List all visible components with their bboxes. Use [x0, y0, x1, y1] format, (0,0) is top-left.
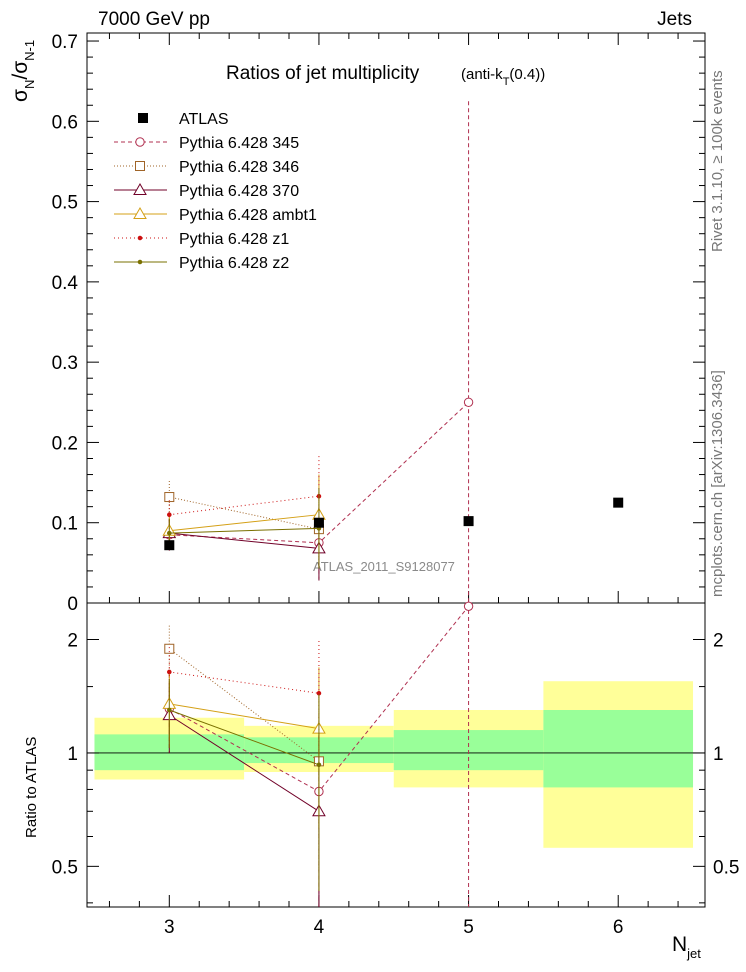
legend-marker	[133, 182, 147, 195]
atlas-data-point	[313, 517, 324, 528]
ratio-data-point	[316, 762, 322, 768]
series-pythia-6-428-370	[162, 516, 326, 581]
series-line	[169, 495, 319, 516]
plot-title-note-sub: T	[503, 76, 510, 88]
ratio-y-tick-label: 2	[67, 631, 78, 652]
legend-marker	[137, 235, 143, 241]
series-line	[169, 496, 320, 530]
ratio-data-point	[167, 669, 172, 675]
plot-title: Ratios of jet multiplicity	[226, 63, 420, 84]
legend-label: Pythia 6.428 z1	[179, 231, 289, 248]
analysis-watermark: ATLAS_2011_S9128077	[313, 559, 455, 574]
ratio-y-tick-label-right: 0.5	[713, 857, 739, 878]
main-y-tick-label: 0.3	[52, 353, 78, 374]
series-pythia-6-428-z1	[167, 456, 322, 537]
ratio-series-line	[169, 671, 320, 694]
atlas-data-layer	[164, 497, 624, 551]
rivet-version-label: Rivet 3.1.10, ≥ 100k events	[709, 70, 726, 252]
legend-label: Pythia 6.428 z2	[179, 255, 289, 272]
ratio-series-layer	[162, 601, 474, 907]
plot-title-note: (anti-kT(0.4))	[461, 66, 545, 88]
legend-label: Pythia 6.428 370	[179, 183, 299, 200]
collision-label: 7000 GeV pp	[98, 9, 210, 30]
main-y-tick-label: 0.2	[52, 433, 78, 454]
x-tick-label: 5	[463, 917, 474, 938]
ratio-series-line	[169, 709, 320, 766]
data-point	[167, 530, 172, 536]
process-label: Jets	[657, 9, 692, 30]
ratio-uncertainty-bands	[94, 681, 694, 848]
legend-entry-pythia-6-428-ambt1: Pythia 6.428 ambt1	[114, 206, 317, 224]
x-axis-label-main: N	[672, 933, 687, 956]
series-line	[169, 532, 319, 549]
legend-marker	[133, 206, 147, 219]
x-axis-label: Njet	[672, 933, 701, 961]
legend-marker	[135, 137, 145, 147]
plot-title-note-prefix: (anti-k	[461, 66, 503, 83]
atlas-data-point	[164, 540, 175, 551]
data-point	[164, 492, 175, 503]
x-axis-ticks: 3 4 5 6	[108, 33, 679, 938]
main-y-axis-label: σN/σN-1	[9, 40, 37, 102]
ratio-data-point	[463, 601, 474, 612]
ratio-y-tick-label: 0.5	[52, 857, 78, 878]
series-line	[169, 527, 319, 534]
main-y-tick-label: 0.5	[52, 193, 78, 214]
legend-marker	[138, 113, 148, 123]
x-tick-label: 6	[613, 917, 624, 938]
legend: ATLAS Pythia 6.428 345 Pythia 6.428 346 Pyt…	[114, 111, 317, 272]
legend-entry-pythia-6-428-z2: Pythia 6.428 z2	[114, 255, 289, 272]
legend-entry-pythia-6-428-345: Pythia 6.428 345	[114, 135, 299, 152]
plot-title-note-suffix: (0.4))	[509, 66, 545, 83]
legend-entry-pythia-6-428-z1: Pythia 6.428 z1	[114, 231, 289, 248]
main-y-axis-label-mid: /σ	[9, 61, 32, 80]
main-y-tick-label: 0.6	[52, 112, 78, 133]
main-series-layer	[162, 101, 474, 603]
ratio-y-tick-label-right: 1	[713, 744, 724, 765]
main-y-tick-label: 0.1	[52, 514, 78, 535]
ratio-series-line	[169, 714, 320, 812]
data-point	[167, 512, 172, 517]
legend-label: ATLAS	[179, 111, 229, 128]
legend-entry-pythia-6-428-370: Pythia 6.428 370	[114, 182, 299, 200]
series-pythia-6-428-ambt1	[162, 474, 326, 555]
ratio-y-tick-label-right: 2	[713, 631, 724, 652]
ratio-y-axis-label: Ratio to ATLAS	[23, 737, 40, 838]
ratio-data-point	[167, 707, 172, 713]
legend-label: Pythia 6.428 345	[179, 135, 299, 152]
ratio-data-point	[164, 643, 175, 654]
ratio-axis-ticks: 0.5 0.5 1 1 2 2	[52, 631, 739, 904]
ratio-y-tick-label: 1	[67, 744, 78, 765]
series-line	[169, 514, 319, 532]
ratio-series-line	[169, 703, 320, 730]
x-tick-label: 3	[164, 917, 175, 938]
legend-marker	[137, 259, 143, 265]
main-y-axis-label-sigma: σ	[9, 89, 32, 102]
legend-entry-pythia-6-428-346: Pythia 6.428 346	[114, 159, 299, 176]
mcplots-source-label: mcplots.cern.ch [arXiv:1306.3436]	[709, 370, 726, 597]
ratio-series-line	[168, 648, 320, 762]
legend-marker	[135, 161, 145, 171]
legend-entry-atlas: ATLAS	[138, 111, 229, 128]
atlas-data-point	[463, 516, 474, 527]
data-point	[463, 397, 474, 407]
main-y-axis-label-sub-n: N	[22, 80, 37, 89]
x-axis-label-sub: jet	[686, 946, 701, 961]
atlas-data-point	[613, 497, 624, 508]
legend-label: Pythia 6.428 ambt1	[179, 207, 317, 224]
legend-label: Pythia 6.428 346	[179, 159, 299, 176]
main-y-axis-label-sub-n1: N-1	[22, 40, 37, 61]
main-y-tick-label: 0	[67, 594, 78, 615]
ratio-series-pythia-6-428-z2	[167, 679, 322, 892]
x-tick-label: 4	[314, 917, 325, 938]
main-axis-ticks: 0 0.1 0.2 0.3 0.4 0.5 0.6 0.7	[52, 32, 705, 615]
main-y-tick-label: 0.7	[52, 32, 78, 53]
ratio-plot-frame	[86, 602, 706, 908]
main-y-tick-label: 0.4	[52, 273, 79, 294]
stat-uncertainty-band-4	[543, 709, 694, 788]
series-pythia-6-428-z2	[167, 488, 322, 569]
